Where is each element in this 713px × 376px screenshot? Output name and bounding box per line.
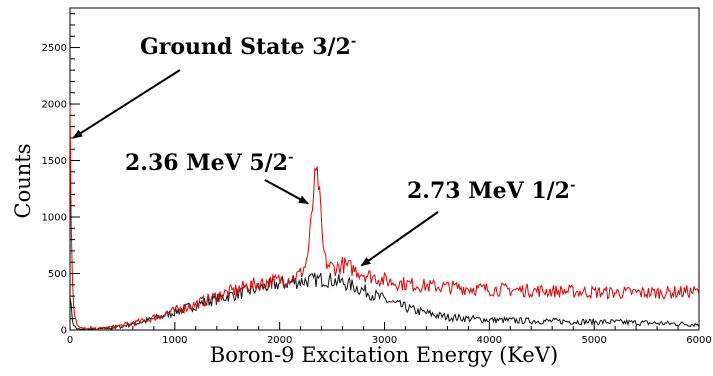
y-axis-title: Counts (11, 144, 35, 219)
annotation-2-arrow (360, 211, 439, 267)
y-tick-label-1500: 1500 (42, 156, 67, 167)
x-tick-label-1000: 1000 (162, 335, 187, 346)
x-tick-label-4000: 4000 (477, 335, 502, 346)
annotation-0-label: Ground State 3/2- (140, 34, 356, 60)
y-tick-label-500: 500 (48, 269, 67, 280)
x-tick-label-2000: 2000 (267, 335, 292, 346)
y-tick-label-2500: 2500 (42, 43, 67, 54)
annotation-0-arrow (72, 69, 181, 139)
y-tick-label-2000: 2000 (42, 100, 67, 111)
x-tick-label-5000: 5000 (581, 335, 606, 346)
x-tick-label-3000: 3000 (372, 335, 397, 346)
x-tick-label-0: 0 (67, 335, 73, 346)
x-axis-title: Boron-9 Excitation Energy (KeV) (210, 343, 558, 367)
x-tick-label-6000: 6000 (686, 335, 711, 346)
annotation-1-label: 2.36 MeV 5/2- (125, 150, 293, 176)
y-tick-label-1000: 1000 (42, 213, 67, 224)
annotation-1-arrow (264, 179, 309, 205)
annotation-2-label: 2.73 MeV 1/2- (407, 178, 575, 204)
y-tick-label-0: 0 (61, 326, 67, 337)
series-0-line (69, 106, 700, 331)
